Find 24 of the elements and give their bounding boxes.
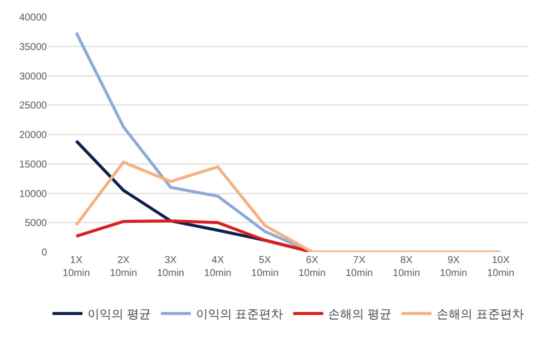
y-tick-label: 30000 (19, 71, 48, 82)
line-series (74, 160, 502, 252)
y-tick-label: 35000 (19, 42, 48, 53)
legend-label: 이익의 표준편차 (196, 307, 284, 322)
y-tick-label: 5000 (24, 218, 48, 230)
y-tick-label: 0 (41, 248, 48, 258)
x-tick-label: 5X 10min (251, 255, 279, 279)
legend-label: 손해의 평균 (328, 307, 392, 322)
x-tick-label: 3X 10min (156, 255, 184, 279)
y-tick-label: 10000 (19, 188, 48, 200)
x-tick-label: 9X 10min (440, 255, 468, 279)
y-tick-label: 25000 (19, 100, 48, 112)
x-tick-label: 8X 10min (392, 255, 420, 279)
x-tick-label: 2X 10min (110, 255, 138, 279)
x-tick-label: 4X 10min (204, 255, 232, 279)
legend-label: 이익의 평균 (88, 307, 151, 322)
y-tick-label: 20000 (19, 130, 48, 141)
x-tick-label: 1X 10min (62, 255, 90, 279)
legend-label: 손해의 표준편차 (436, 307, 524, 322)
x-tick-label: 6X 10min (298, 255, 326, 279)
x-tick-label: 10X 10min (487, 255, 514, 279)
x-tick-label: 7X 10min (346, 255, 373, 279)
y-tick-label: 40000 (19, 12, 48, 24)
y-tick-label: 15000 (19, 159, 48, 170)
